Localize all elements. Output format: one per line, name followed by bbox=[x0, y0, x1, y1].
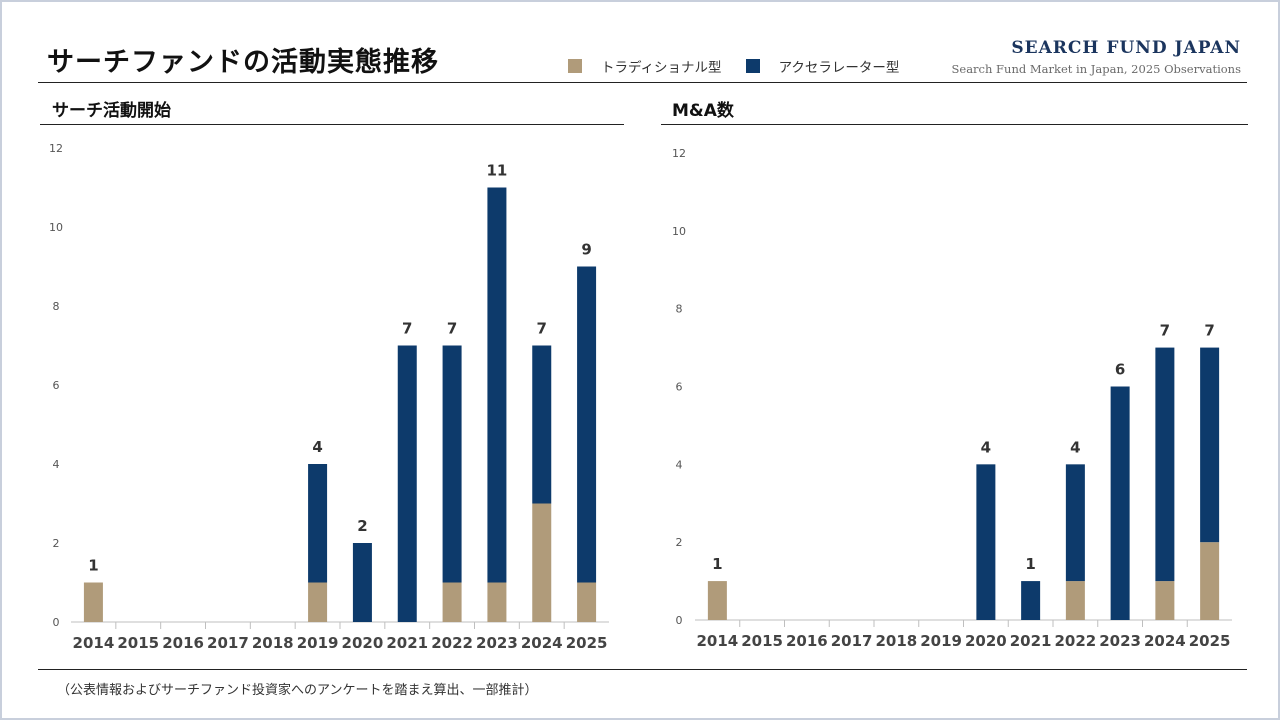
legend-label-accelerator: アクセラレーター型 bbox=[778, 60, 900, 76]
x-tick-label: 2018 bbox=[876, 632, 918, 650]
bar-segment-traditional bbox=[442, 582, 462, 622]
y-tick-label: 2 bbox=[676, 536, 683, 549]
data-label-total: 11 bbox=[486, 162, 507, 180]
bar-segment-traditional bbox=[1065, 581, 1085, 620]
y-tick-label: 4 bbox=[676, 458, 683, 471]
data-label-total: 7 bbox=[447, 320, 457, 338]
data-label-total: 1 bbox=[88, 557, 98, 575]
footer-divider bbox=[38, 669, 1247, 670]
x-tick-label: 2014 bbox=[697, 632, 739, 650]
y-tick-label: 12 bbox=[49, 142, 63, 155]
x-tick-label: 2024 bbox=[521, 634, 563, 652]
x-tick-label: 2019 bbox=[297, 634, 339, 652]
y-tick-label: 8 bbox=[676, 303, 683, 316]
x-tick-label: 2025 bbox=[566, 634, 608, 652]
y-tick-label: 6 bbox=[676, 381, 683, 394]
chart-legend: トラディショナル型 アクセラレーター型 bbox=[568, 56, 923, 76]
x-tick-label: 2017 bbox=[831, 632, 873, 650]
bar-segment-traditional bbox=[83, 582, 103, 622]
x-tick-label: 2022 bbox=[1055, 632, 1097, 650]
y-tick-label: 10 bbox=[672, 225, 686, 238]
bar-segment-accelerator bbox=[577, 266, 597, 583]
y-tick-label: 0 bbox=[676, 614, 683, 627]
x-tick-label: 2023 bbox=[1099, 632, 1141, 650]
y-tick-label: 6 bbox=[53, 379, 60, 392]
bar-segment-accelerator bbox=[487, 187, 507, 583]
x-tick-label: 2016 bbox=[162, 634, 204, 652]
data-label-total: 2 bbox=[357, 517, 367, 535]
data-label-total: 7 bbox=[1160, 322, 1170, 340]
x-tick-label: 2015 bbox=[117, 634, 159, 652]
x-tick-label: 2022 bbox=[431, 634, 473, 652]
bar-segment-traditional bbox=[1200, 542, 1220, 620]
bar-segment-accelerator bbox=[1155, 347, 1175, 582]
brand-logo: SEARCH FUND JAPAN bbox=[1011, 38, 1241, 58]
data-label-total: 4 bbox=[981, 438, 991, 456]
page-title: サーチファンドの活動実態推移 bbox=[47, 47, 439, 78]
bar-segment-traditional bbox=[308, 582, 328, 622]
bar-segment-traditional bbox=[487, 582, 507, 622]
bar-segment-accelerator bbox=[532, 345, 552, 504]
header-divider bbox=[38, 82, 1247, 83]
data-label-total: 4 bbox=[312, 438, 322, 456]
bar-segment-accelerator bbox=[1110, 386, 1130, 620]
bar-segment-accelerator bbox=[442, 345, 462, 583]
x-tick-label: 2020 bbox=[342, 634, 384, 652]
legend-item-accelerator: アクセラレーター型 bbox=[745, 56, 900, 76]
chart-title-search-start: サーチ活動開始 bbox=[52, 101, 171, 121]
brand-subtitle: Search Fund Market in Japan, 2025 Observ… bbox=[951, 62, 1241, 76]
y-tick-label: 4 bbox=[53, 458, 60, 471]
legend-swatch-accelerator bbox=[745, 59, 760, 73]
x-tick-label: 2025 bbox=[1189, 632, 1231, 650]
footnote: （公表情報およびサーチファンド投資家へのアンケートを踏まえ算出、一部推計） bbox=[57, 683, 538, 698]
data-label-total: 9 bbox=[581, 241, 591, 259]
bar-segment-accelerator bbox=[1021, 581, 1041, 620]
x-tick-label: 2021 bbox=[386, 634, 428, 652]
bar-segment-accelerator bbox=[1200, 347, 1220, 543]
x-tick-label: 2020 bbox=[965, 632, 1007, 650]
y-tick-label: 12 bbox=[672, 147, 686, 160]
panel-divider-right bbox=[661, 124, 1248, 125]
data-label-total: 6 bbox=[1115, 361, 1125, 379]
bar-segment-accelerator bbox=[397, 345, 417, 622]
data-label-total: 1 bbox=[712, 555, 722, 573]
bar-segment-accelerator bbox=[1065, 464, 1085, 582]
x-tick-label: 2015 bbox=[741, 632, 783, 650]
x-tick-label: 2024 bbox=[1144, 632, 1186, 650]
data-label-total: 1 bbox=[1025, 555, 1035, 573]
chart-search-start: 0 2 4 6 8 10 12 1 2014 2015 2016 2017 2018 4 2019 2 2020… bbox=[49, 142, 609, 652]
panel-divider-left bbox=[40, 124, 624, 125]
x-tick-label: 2017 bbox=[207, 634, 249, 652]
x-tick-label: 2018 bbox=[252, 634, 294, 652]
legend-item-traditional: トラディショナル型 bbox=[568, 56, 722, 76]
data-label-total: 4 bbox=[1070, 438, 1080, 456]
x-tick-label: 2019 bbox=[920, 632, 962, 650]
bar-segment-accelerator bbox=[308, 464, 328, 583]
y-tick-label: 10 bbox=[49, 221, 63, 234]
chart-title-ma: M&A数 bbox=[672, 101, 734, 121]
data-label-total: 7 bbox=[402, 320, 412, 338]
x-tick-label: 2016 bbox=[786, 632, 828, 650]
x-tick-label: 2023 bbox=[476, 634, 518, 652]
y-tick-label: 8 bbox=[53, 300, 60, 313]
legend-label-traditional: トラディショナル型 bbox=[601, 60, 722, 76]
bar-segment-traditional bbox=[577, 582, 597, 622]
chart-ma-count: 0 2 4 6 8 10 12 1 2014 2015 2016 2017 2018 2019 4 2020 1… bbox=[672, 147, 1232, 650]
bar-segment-traditional bbox=[1155, 581, 1175, 620]
y-tick-label: 2 bbox=[53, 537, 60, 550]
x-tick-label: 2021 bbox=[1010, 632, 1052, 650]
bar-segment-accelerator bbox=[976, 464, 996, 620]
bar-segment-traditional bbox=[707, 581, 727, 620]
bar-segment-traditional bbox=[532, 503, 552, 622]
data-label-total: 7 bbox=[537, 320, 547, 338]
bar-segment-accelerator bbox=[352, 543, 372, 622]
legend-swatch-traditional bbox=[568, 59, 582, 73]
data-label-total: 7 bbox=[1204, 322, 1214, 340]
y-tick-label: 0 bbox=[53, 616, 60, 629]
x-tick-label: 2014 bbox=[73, 634, 115, 652]
